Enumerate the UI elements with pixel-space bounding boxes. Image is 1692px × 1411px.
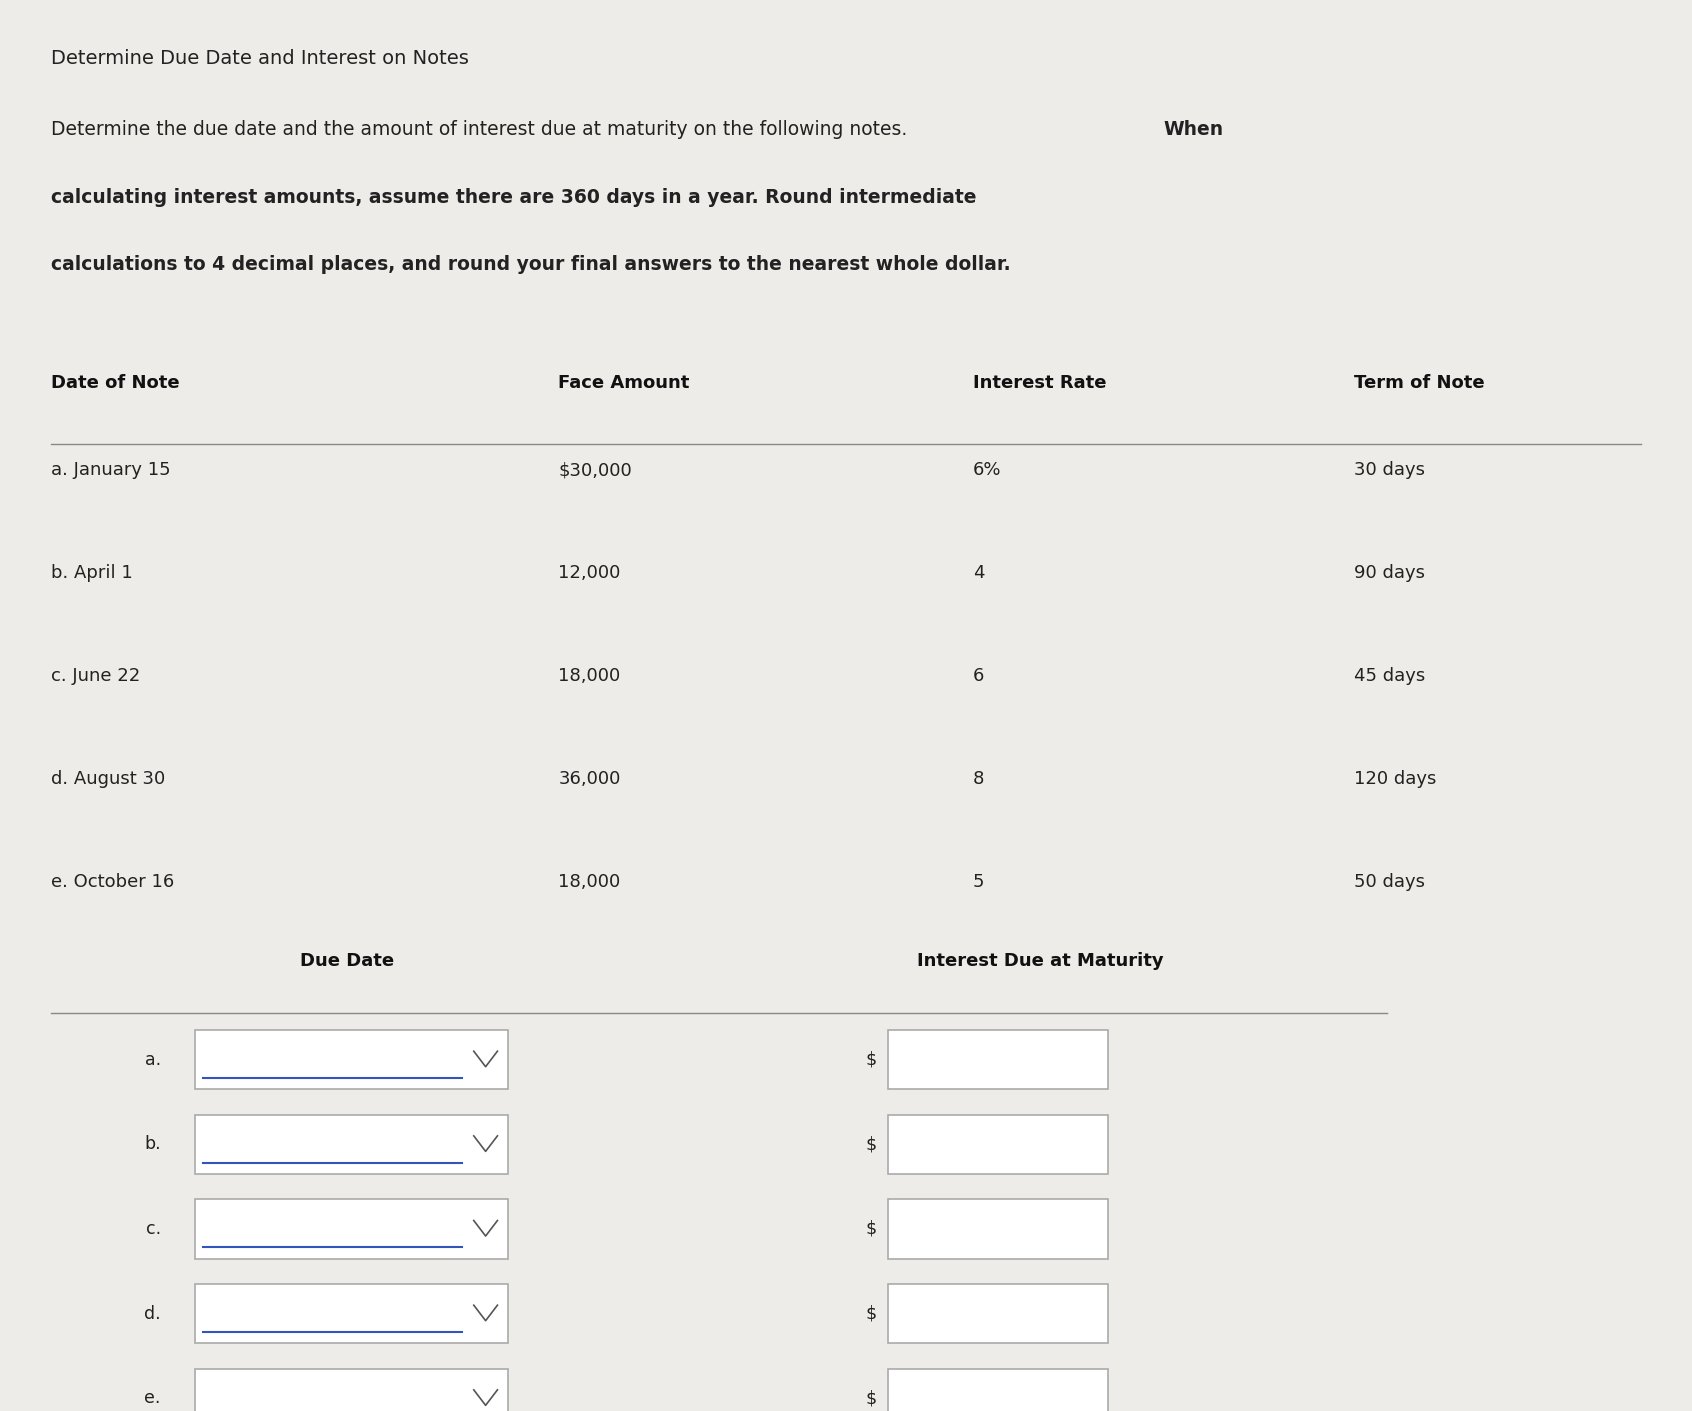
Text: calculations to 4 decimal places, and round your final answers to the nearest wh: calculations to 4 decimal places, and ro… — [51, 255, 1010, 274]
Text: 18,000: 18,000 — [558, 667, 621, 686]
Text: $: $ — [865, 1305, 876, 1322]
Text: Interest Rate: Interest Rate — [973, 374, 1107, 392]
Text: When: When — [1164, 120, 1223, 138]
Text: calculating interest amounts, assume there are 360 days in a year. Round interme: calculating interest amounts, assume the… — [51, 188, 976, 206]
FancyBboxPatch shape — [195, 1115, 508, 1174]
Text: 90 days: 90 days — [1354, 564, 1425, 583]
Text: a.: a. — [144, 1051, 161, 1068]
Text: a. January 15: a. January 15 — [51, 461, 171, 480]
Text: 30 days: 30 days — [1354, 461, 1425, 480]
Text: e.: e. — [144, 1390, 161, 1407]
FancyBboxPatch shape — [888, 1199, 1108, 1259]
Text: 5: 5 — [973, 873, 985, 892]
Text: b.: b. — [144, 1136, 161, 1153]
Text: 6%: 6% — [973, 461, 1002, 480]
Text: 12,000: 12,000 — [558, 564, 621, 583]
Text: c. June 22: c. June 22 — [51, 667, 140, 686]
Text: 36,000: 36,000 — [558, 770, 621, 789]
FancyBboxPatch shape — [888, 1369, 1108, 1411]
Text: c.: c. — [146, 1221, 161, 1237]
Text: Face Amount: Face Amount — [558, 374, 690, 392]
Text: 8: 8 — [973, 770, 985, 789]
FancyBboxPatch shape — [888, 1284, 1108, 1343]
FancyBboxPatch shape — [195, 1369, 508, 1411]
Text: $30,000: $30,000 — [558, 461, 633, 480]
Text: $: $ — [865, 1136, 876, 1153]
FancyBboxPatch shape — [195, 1030, 508, 1089]
Text: 6: 6 — [973, 667, 985, 686]
FancyBboxPatch shape — [888, 1115, 1108, 1174]
Text: Interest Due at Maturity: Interest Due at Maturity — [917, 952, 1164, 971]
Text: d.: d. — [144, 1305, 161, 1322]
Text: 120 days: 120 days — [1354, 770, 1437, 789]
Text: b. April 1: b. April 1 — [51, 564, 132, 583]
Text: Term of Note: Term of Note — [1354, 374, 1484, 392]
Text: $: $ — [865, 1390, 876, 1407]
Text: Determine the due date and the amount of interest due at maturity on the followi: Determine the due date and the amount of… — [51, 120, 914, 138]
Text: 18,000: 18,000 — [558, 873, 621, 892]
Text: Determine Due Date and Interest on Notes: Determine Due Date and Interest on Notes — [51, 49, 469, 68]
FancyBboxPatch shape — [888, 1030, 1108, 1089]
Text: Date of Note: Date of Note — [51, 374, 179, 392]
Text: 45 days: 45 days — [1354, 667, 1425, 686]
Text: $: $ — [865, 1051, 876, 1068]
FancyBboxPatch shape — [195, 1284, 508, 1343]
Text: e. October 16: e. October 16 — [51, 873, 174, 892]
Text: 50 days: 50 days — [1354, 873, 1425, 892]
FancyBboxPatch shape — [195, 1199, 508, 1259]
Text: Due Date: Due Date — [299, 952, 394, 971]
Text: $: $ — [865, 1221, 876, 1237]
Text: 4: 4 — [973, 564, 985, 583]
Text: d. August 30: d. August 30 — [51, 770, 166, 789]
